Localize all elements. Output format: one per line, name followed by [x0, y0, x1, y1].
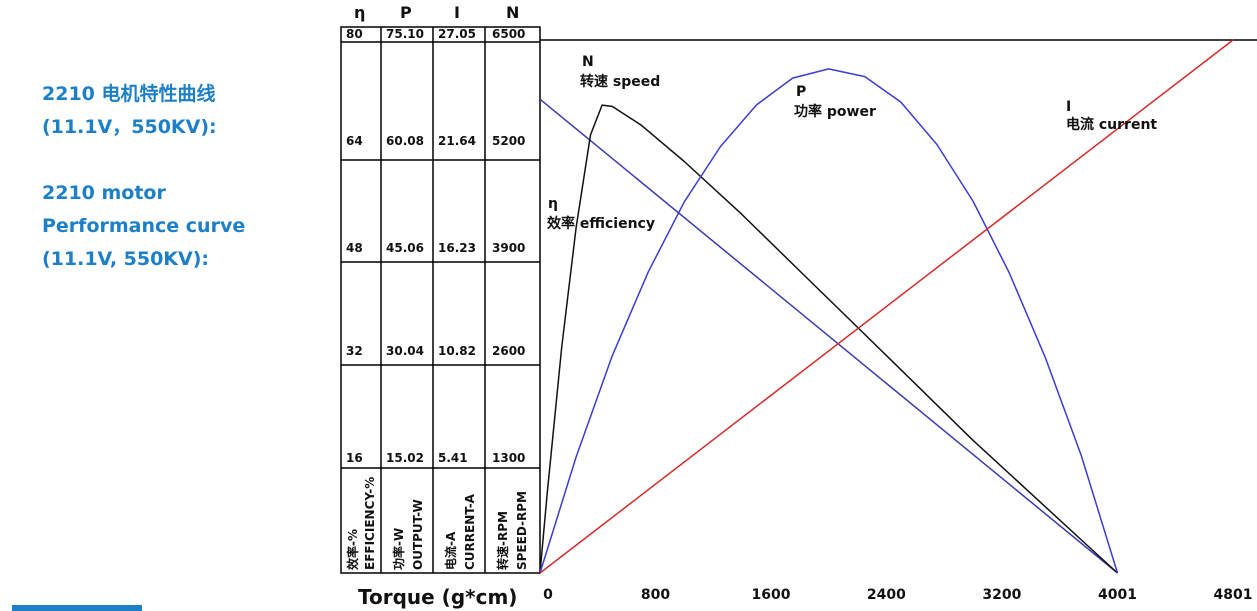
eta-value: 64: [346, 134, 363, 148]
unit-label-cn: 功率-W: [391, 528, 406, 570]
col-header-n: N: [506, 3, 519, 22]
x-tick-label: 0: [543, 587, 553, 603]
col-header-eta: η: [354, 3, 365, 22]
power-value: 30.04: [386, 344, 424, 358]
current-value: 5.41: [438, 451, 468, 465]
x-tick-label: 3200: [982, 587, 1021, 603]
current-value: 10.82: [438, 344, 476, 358]
annotation-n-symbol: N: [582, 54, 594, 70]
annotation-eta-symbol: η: [548, 196, 558, 212]
annotation-p-en: power: [827, 104, 876, 120]
speed-value: 1300: [492, 451, 525, 465]
caption-line-5: (11.1V, 550KV):: [42, 248, 210, 270]
current-value: 16.23: [438, 241, 476, 255]
unit-label-en: CURRENT-A: [463, 493, 477, 570]
annotation-n-en: speed: [613, 74, 660, 90]
current-value: 27.05: [438, 27, 476, 41]
col-header-i: I: [454, 3, 460, 22]
caption-line-1: 2210 电机特性曲线: [42, 83, 216, 105]
annotation-i-symbol: I: [1066, 99, 1071, 115]
eta-value: 16: [346, 451, 363, 465]
x-tick-label: 4801: [1214, 587, 1253, 603]
speed-value: 6500: [492, 27, 525, 41]
annotation-n-cn: 转速: [580, 73, 608, 90]
annotation-p-symbol: P: [796, 84, 806, 100]
series-line-efficiency: [539, 104, 1119, 574]
annotation-i-en: current: [1099, 117, 1158, 133]
x-tick-label: 1600: [752, 587, 791, 603]
x-axis-label: Torque (g*cm): [358, 585, 517, 609]
annotation-eta-en: efficiency: [580, 216, 655, 232]
unit-label-en: EFFICIENCY-%: [363, 477, 377, 570]
caption-line-4: Performance curve: [42, 215, 246, 237]
annotation-p-label: 功率 power: [794, 103, 876, 120]
caption-line-2: (11.1V，550KV):: [42, 116, 217, 138]
unit-label-cn: 电流-A: [443, 531, 458, 570]
speed-value: 3900: [492, 241, 525, 255]
series-line-power: [539, 68, 1119, 574]
speed-value: 5200: [492, 134, 525, 148]
eta-value: 48: [346, 241, 363, 255]
chart-caption: 2210 电机特性曲线 (11.1V，550KV): 2210 motor Pe…: [42, 78, 312, 276]
current-value: 21.64: [438, 134, 476, 148]
annotation-eta-cn: 效率: [547, 215, 575, 232]
annotation-p-cn: 功率: [794, 103, 822, 120]
x-tick-label: 4001: [1098, 587, 1137, 603]
eta-value: 32: [346, 344, 363, 358]
annotation-i-label: 电流 current: [1066, 116, 1157, 133]
accent-bar: [12, 605, 142, 611]
unit-label-en: OUTPUT-W: [411, 499, 425, 570]
x-tick-label: 2400: [867, 587, 906, 603]
unit-label-cn: 效率-%: [345, 529, 360, 570]
annotation-i-cn: 电流: [1066, 116, 1094, 133]
annotation-eta-label: 效率 efficiency: [547, 215, 655, 232]
scale-table-frame: [340, 26, 1257, 574]
power-value: 15.02: [386, 451, 424, 465]
power-value: 45.06: [386, 241, 424, 255]
series-line-speed: [539, 98, 1118, 574]
series-line-current: [539, 39, 1234, 574]
unit-label-cn: 转速-RPM: [495, 511, 510, 570]
eta-value: 80: [346, 27, 363, 41]
caption-line-3: 2210 motor: [42, 182, 166, 204]
x-tick-label: 800: [641, 587, 670, 603]
power-value: 60.08: [386, 134, 424, 148]
unit-label-en: SPEED-RPM: [515, 491, 529, 570]
power-value: 75.10: [386, 27, 424, 41]
annotation-n-label: 转速 speed: [580, 73, 660, 90]
col-header-p: P: [400, 3, 412, 22]
speed-value: 2600: [492, 344, 525, 358]
